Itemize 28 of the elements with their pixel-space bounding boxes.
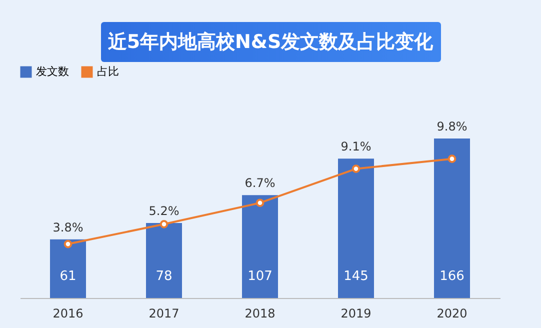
point (256, 198, 264, 208)
data-label: 9.8% (436, 119, 468, 134)
x-tick-label: 2016 (52, 306, 84, 320)
data-label: 61 (60, 269, 76, 284)
data-label: 78 (156, 269, 172, 284)
chart-title: 近5年内地高校N&S发文数及占比变化 (100, 22, 440, 62)
point (64, 240, 72, 248)
bar (146, 223, 182, 298)
bar (338, 158, 374, 298)
legend-label: 发文数 (36, 65, 69, 78)
data-label: 6.7% (244, 176, 276, 190)
legend-label: 占比 (97, 65, 119, 78)
x-tick-label: 2019 (340, 306, 372, 320)
data-label: 5.2% (148, 204, 180, 218)
x-tick-label: 2018 (244, 306, 276, 320)
data-label: 145 (344, 269, 368, 284)
data-label: 3.8% (52, 220, 84, 234)
bar (434, 138, 470, 298)
point (448, 154, 456, 163)
bar (50, 239, 86, 298)
point (352, 164, 360, 173)
data-label: 9.1% (340, 140, 372, 154)
bar (242, 195, 278, 298)
point (160, 220, 168, 228)
x-tick-label: 2020 (436, 306, 468, 320)
data-label: 107 (248, 269, 272, 284)
x-tick-label: 2017 (148, 306, 180, 320)
data-label: 166 (440, 269, 464, 284)
